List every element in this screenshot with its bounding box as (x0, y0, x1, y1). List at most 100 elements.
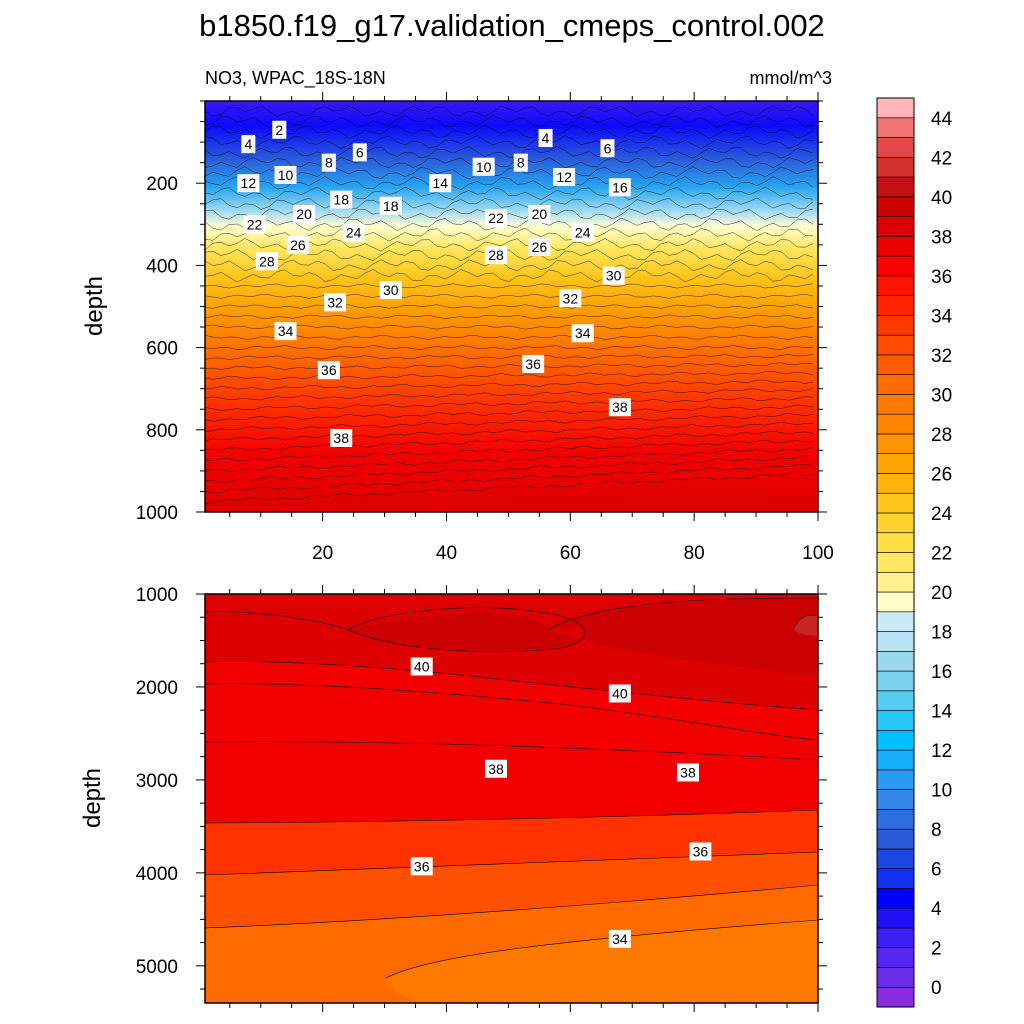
colorbar-swatch (876, 571, 915, 593)
contour-label: 10 (472, 157, 495, 176)
colorbar-label: 10 (931, 781, 952, 802)
upper-ylabel: depth (81, 276, 108, 336)
colorbar-swatch (876, 97, 915, 119)
contour-label-box (608, 178, 631, 197)
contour-label: 4 (538, 128, 553, 147)
contour-line (205, 324, 814, 330)
contour-label-box (321, 153, 336, 172)
contour-label-box (676, 763, 699, 782)
contour-label-text: 26 (290, 237, 306, 253)
contour-label: 8 (513, 153, 528, 172)
upper-y-tick-label: 1000 (136, 503, 178, 524)
colorbar-label: 4 (931, 899, 942, 920)
lower-y-tick-label: 4000 (136, 864, 178, 885)
contour-label-box (485, 759, 508, 778)
colorbar-swatch (876, 532, 915, 553)
colorbar-label: 2 (931, 939, 942, 960)
contour-label: 26 (286, 235, 309, 254)
colorbar-swatch (876, 651, 915, 672)
contour-label-text: 24 (346, 225, 362, 241)
upper-y-tick-label: 400 (146, 256, 178, 277)
contour-label: 20 (528, 205, 551, 224)
colorbar-swatch (876, 986, 915, 1008)
colorbar-swatch (876, 769, 915, 790)
contour-line (205, 472, 814, 504)
lower-frame (204, 593, 819, 1004)
contour-line (205, 388, 814, 401)
colorbar-swatch (876, 216, 915, 237)
colorbar-swatch (876, 730, 915, 751)
contour-line (205, 354, 814, 360)
contour-label-text: 36 (321, 362, 337, 378)
contour-label-box (237, 174, 260, 193)
contour-label-box (330, 190, 353, 209)
colorbar-swatch (876, 927, 915, 949)
contour-label: 2 (272, 120, 287, 139)
contour-label: 30 (379, 281, 402, 300)
contour-line (205, 463, 814, 494)
colorbar-swatch (876, 552, 915, 573)
contour-label: 20 (293, 205, 316, 224)
colorbar-swatch (876, 591, 915, 613)
contour-label-box (293, 205, 316, 224)
contour-label-text: 26 (532, 239, 548, 255)
contour-line (205, 125, 814, 139)
contour-line (205, 197, 814, 210)
contour-label-box (255, 252, 278, 271)
contour-label-text: 14 (433, 175, 449, 191)
contour-label-text: 32 (327, 294, 343, 310)
contour-label: 14 (429, 174, 452, 193)
colorbar-swatch (876, 670, 915, 692)
colorbar-label: 22 (931, 544, 952, 565)
contour-label-text: 18 (333, 192, 349, 208)
contour-label: 32 (559, 289, 582, 308)
contour-label-text: 8 (517, 155, 525, 171)
colorbar-swatch (876, 354, 915, 375)
contour-label-text: 2 (275, 122, 283, 138)
contour-label-box (528, 237, 551, 256)
colorbar-swatch (876, 295, 915, 316)
contour-label-text: 20 (532, 206, 548, 222)
colorbar-swatch (876, 907, 915, 929)
contour-label-box (602, 266, 625, 285)
colorbar: 0246810121416182022242628303234363840424… (876, 97, 953, 1008)
contour-line (205, 362, 814, 370)
colorbar-swatch (876, 196, 915, 217)
colorbar-swatch (876, 789, 915, 810)
colorbar-label: 8 (931, 820, 942, 841)
contour-label-box (379, 281, 402, 300)
contour-label-box (330, 429, 353, 448)
contour-label: 36 (689, 842, 712, 861)
colorbar-label: 44 (931, 109, 953, 130)
contour-line (205, 283, 814, 289)
contour-label-box (608, 398, 631, 417)
contour-label-box (317, 361, 340, 380)
contour-label-text: 34 (612, 931, 628, 947)
colorbar-swatch (876, 117, 915, 138)
contour-label-box (513, 153, 528, 172)
colorbar-label: 34 (931, 306, 953, 327)
contour-label-box (324, 293, 347, 312)
contour-line (205, 314, 814, 319)
contour-label-text: 6 (356, 144, 364, 160)
contour-label-box (553, 168, 576, 187)
contour-label-box (410, 857, 433, 876)
upper-y-tick-label: 600 (146, 339, 178, 360)
contour-label-box (571, 223, 594, 242)
colorbar-label: 32 (931, 346, 952, 367)
contour-label: 16 (608, 178, 631, 197)
contour-line (205, 135, 814, 149)
colorbar-swatch (876, 512, 915, 534)
contour-label-box (342, 223, 365, 242)
upper-y-tick-label: 800 (146, 421, 178, 442)
colorbar-swatch (876, 888, 915, 909)
contour-label: 12 (553, 168, 576, 187)
colorbar-swatch (876, 374, 915, 395)
colorbar-label: 12 (931, 741, 952, 762)
contour-label: 30 (602, 266, 625, 285)
colorbar-swatch (876, 828, 915, 850)
contour-label-text: 36 (414, 858, 430, 874)
lower-ylabel: depth (79, 768, 106, 828)
